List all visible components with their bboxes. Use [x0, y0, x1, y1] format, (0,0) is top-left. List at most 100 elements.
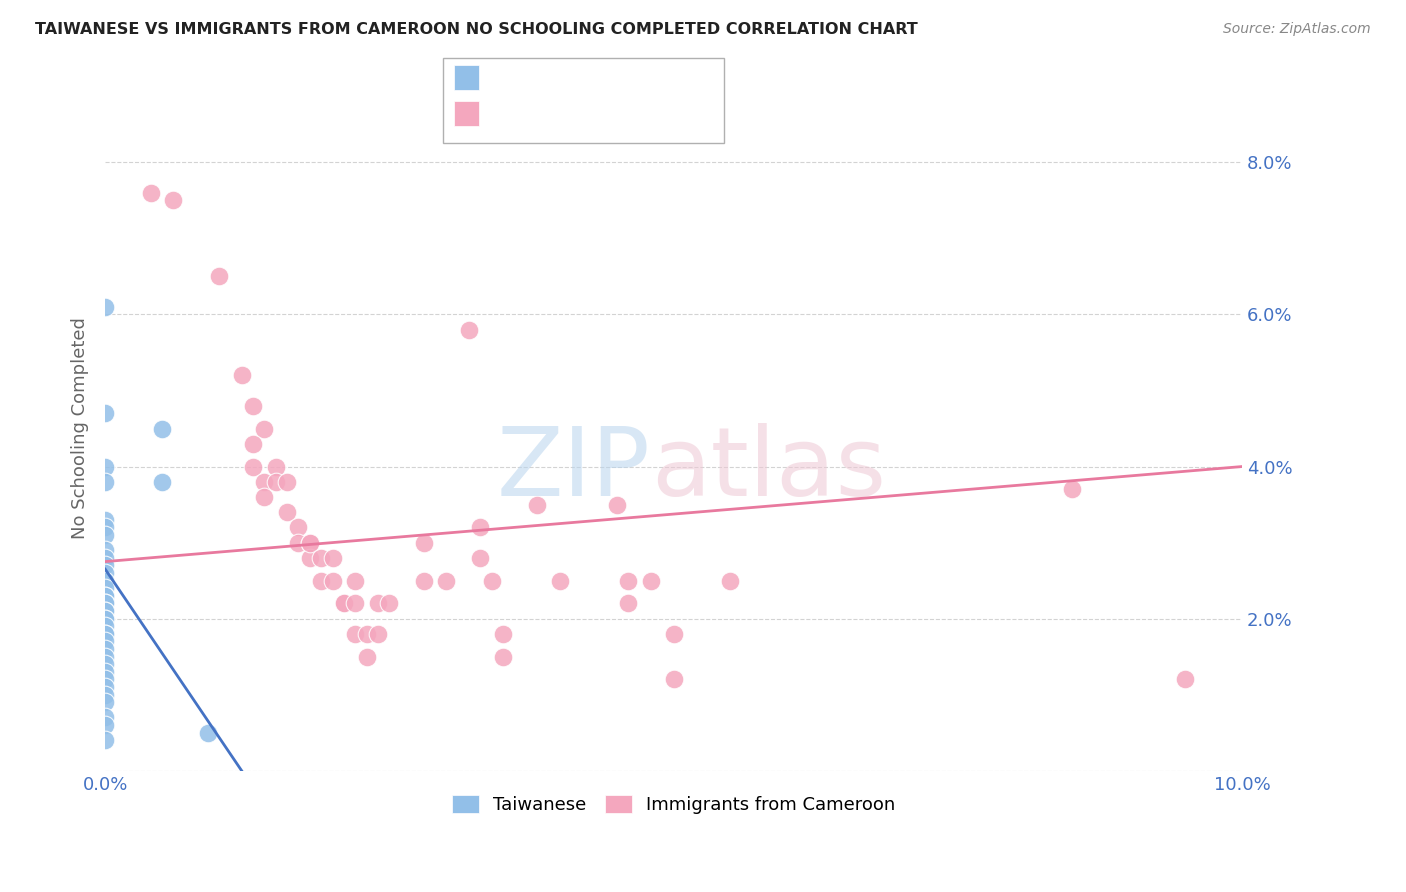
- Point: [94, 581, 117, 595]
- Point: [94, 566, 117, 580]
- Point: [548, 574, 571, 588]
- Point: [94, 673, 117, 687]
- Text: N =: N =: [595, 104, 634, 122]
- Point: [94, 665, 117, 679]
- Point: [94, 513, 117, 527]
- Point: [470, 550, 492, 565]
- Text: TAIWANESE VS IMMIGRANTS FROM CAMEROON NO SCHOOLING COMPLETED CORRELATION CHART: TAIWANESE VS IMMIGRANTS FROM CAMEROON NO…: [35, 22, 918, 37]
- Point: [322, 574, 344, 588]
- Point: [333, 596, 356, 610]
- Point: [94, 634, 117, 648]
- Point: [344, 627, 367, 641]
- Point: [356, 627, 378, 641]
- Point: [434, 574, 457, 588]
- Text: atlas: atlas: [651, 423, 886, 516]
- Point: [617, 596, 640, 610]
- Point: [94, 550, 117, 565]
- Point: [309, 550, 332, 565]
- Point: [356, 649, 378, 664]
- Text: R =: R =: [489, 104, 529, 122]
- Point: [94, 627, 117, 641]
- Y-axis label: No Schooling Completed: No Schooling Completed: [72, 318, 89, 540]
- Point: [298, 535, 321, 549]
- Point: [367, 627, 389, 641]
- Point: [298, 535, 321, 549]
- Point: [526, 498, 548, 512]
- Point: [94, 710, 117, 724]
- Point: [94, 300, 117, 314]
- Point: [617, 574, 640, 588]
- Point: [94, 680, 117, 694]
- Point: [94, 528, 117, 542]
- Point: [94, 718, 117, 732]
- Point: [197, 725, 219, 739]
- Point: [720, 574, 742, 588]
- Point: [94, 520, 117, 534]
- Text: 53: 53: [634, 104, 659, 122]
- Point: [139, 186, 162, 200]
- Point: [298, 550, 321, 565]
- Point: [344, 596, 367, 610]
- Point: [94, 612, 117, 626]
- Point: [94, 612, 117, 626]
- Point: [94, 406, 117, 420]
- Point: [94, 558, 117, 573]
- Point: [662, 673, 685, 687]
- Point: [458, 323, 481, 337]
- Point: [94, 459, 117, 474]
- Point: [264, 475, 287, 489]
- Point: [94, 589, 117, 603]
- Point: [412, 574, 434, 588]
- Point: [94, 543, 117, 558]
- Point: [242, 399, 264, 413]
- Point: [162, 194, 184, 208]
- Point: [344, 574, 367, 588]
- Point: [94, 574, 117, 588]
- Point: [492, 627, 515, 641]
- Point: [1060, 483, 1083, 497]
- Text: -0.238: -0.238: [531, 69, 596, 87]
- Point: [94, 596, 117, 610]
- Point: [606, 498, 628, 512]
- Point: [253, 475, 276, 489]
- Point: [253, 421, 276, 435]
- Point: [276, 475, 298, 489]
- Point: [94, 695, 117, 709]
- Point: [253, 490, 276, 504]
- Point: [481, 574, 503, 588]
- Point: [150, 421, 173, 435]
- Point: [94, 619, 117, 633]
- Point: [94, 642, 117, 657]
- Point: [662, 627, 685, 641]
- Point: [231, 368, 253, 383]
- Point: [287, 520, 309, 534]
- Text: Source: ZipAtlas.com: Source: ZipAtlas.com: [1223, 22, 1371, 37]
- Point: [264, 459, 287, 474]
- Point: [242, 436, 264, 450]
- Point: [94, 604, 117, 618]
- Point: [276, 505, 298, 519]
- Text: 39: 39: [634, 69, 659, 87]
- Point: [94, 589, 117, 603]
- Legend: Taiwanese, Immigrants from Cameroon: Taiwanese, Immigrants from Cameroon: [443, 786, 904, 823]
- Point: [94, 688, 117, 702]
- Point: [242, 459, 264, 474]
- Text: N =: N =: [595, 69, 634, 87]
- Point: [378, 596, 401, 610]
- Point: [309, 574, 332, 588]
- Text: R =: R =: [489, 69, 529, 87]
- Point: [208, 269, 231, 284]
- Point: [322, 550, 344, 565]
- Point: [94, 627, 117, 641]
- Point: [94, 596, 117, 610]
- Point: [94, 657, 117, 672]
- Point: [640, 574, 662, 588]
- Text: ZIP: ZIP: [498, 423, 651, 516]
- Point: [94, 604, 117, 618]
- Point: [1174, 673, 1197, 687]
- Point: [94, 475, 117, 489]
- Point: [94, 649, 117, 664]
- Point: [287, 535, 309, 549]
- Point: [333, 596, 356, 610]
- Text: 0.138: 0.138: [531, 104, 589, 122]
